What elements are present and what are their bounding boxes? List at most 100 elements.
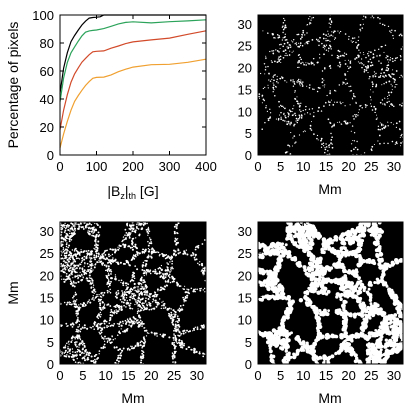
map-feature bbox=[344, 63, 347, 65]
map-feature bbox=[136, 254, 139, 256]
map-feature bbox=[122, 262, 125, 265]
map-feature bbox=[270, 244, 275, 248]
map-feature bbox=[380, 279, 385, 284]
map-feature bbox=[375, 85, 377, 88]
map-feature bbox=[77, 306, 80, 309]
map-feature bbox=[366, 334, 372, 340]
map-feature bbox=[271, 33, 274, 35]
map-feature bbox=[141, 227, 143, 229]
map-feature bbox=[73, 266, 75, 268]
map-feature bbox=[79, 268, 81, 270]
map-feature bbox=[390, 91, 393, 94]
map-feature bbox=[113, 251, 117, 254]
map-feature bbox=[142, 304, 145, 307]
map-feature bbox=[169, 317, 172, 320]
map-feature bbox=[330, 34, 332, 36]
map-feature bbox=[171, 313, 173, 316]
map-feature bbox=[172, 339, 175, 341]
map-feature bbox=[368, 75, 371, 78]
map-feature bbox=[306, 112, 309, 114]
map-feature bbox=[184, 298, 186, 300]
map-feature bbox=[110, 310, 113, 313]
map-feature bbox=[76, 330, 78, 332]
map-feature bbox=[185, 299, 187, 302]
map-feature bbox=[269, 80, 272, 82]
map-feature bbox=[107, 259, 110, 261]
map-background bbox=[258, 15, 403, 155]
map-feature bbox=[120, 309, 123, 311]
map-feature bbox=[376, 254, 380, 258]
map-feature bbox=[95, 229, 98, 232]
map-feature bbox=[264, 69, 267, 71]
map-feature bbox=[350, 40, 352, 42]
map-feature bbox=[387, 67, 390, 70]
map-feature bbox=[153, 300, 155, 302]
map-feature bbox=[305, 349, 310, 354]
map-feature bbox=[93, 323, 96, 326]
map-feature bbox=[278, 242, 282, 246]
map-feature bbox=[100, 322, 103, 325]
x-tick-label: 20 bbox=[144, 368, 158, 383]
map-feature bbox=[279, 346, 283, 350]
map-feature bbox=[336, 121, 338, 123]
map-feature bbox=[123, 281, 125, 283]
map-feature bbox=[121, 320, 124, 323]
map-feature bbox=[118, 348, 122, 351]
map-feature bbox=[172, 336, 175, 339]
map-feature bbox=[75, 257, 78, 259]
map-feature bbox=[90, 253, 93, 256]
map-feature bbox=[303, 63, 305, 66]
map-feature bbox=[370, 97, 372, 98]
map-feature bbox=[327, 50, 330, 52]
map-feature bbox=[126, 287, 129, 290]
map-feature bbox=[265, 107, 267, 109]
map-feature bbox=[303, 268, 307, 273]
map-feature bbox=[90, 256, 92, 259]
map-feature bbox=[280, 104, 282, 107]
map-feature bbox=[71, 267, 74, 269]
map-feature bbox=[74, 223, 76, 226]
x-axis-title: Mm bbox=[318, 390, 341, 406]
map-feature bbox=[382, 357, 387, 363]
map-feature bbox=[394, 57, 397, 60]
map-feature bbox=[306, 85, 308, 87]
map-feature bbox=[107, 253, 110, 256]
map-feature bbox=[357, 56, 360, 58]
map-feature bbox=[66, 264, 68, 267]
map-feature bbox=[108, 337, 110, 339]
map-feature bbox=[190, 348, 193, 351]
map-feature bbox=[297, 103, 299, 105]
map-feature bbox=[390, 320, 394, 324]
map-feature bbox=[81, 340, 84, 343]
map-feature bbox=[115, 261, 118, 264]
map-feature bbox=[151, 248, 153, 250]
map-feature bbox=[286, 230, 291, 235]
map-feature bbox=[70, 269, 72, 272]
y-tick-label: 20 bbox=[40, 268, 54, 283]
map-feature bbox=[266, 272, 270, 276]
map-frame bbox=[59, 221, 207, 365]
map-feature bbox=[141, 265, 144, 268]
map-feature bbox=[318, 106, 320, 109]
map-feature bbox=[138, 297, 141, 300]
map-feature bbox=[392, 73, 395, 76]
map-feature bbox=[141, 325, 143, 327]
map-feature bbox=[87, 231, 89, 233]
map-feature bbox=[288, 306, 294, 312]
map-feature bbox=[145, 269, 148, 271]
map-feature bbox=[101, 263, 104, 266]
map-feature bbox=[399, 334, 403, 338]
map-feature bbox=[400, 74, 402, 77]
map-feature bbox=[128, 245, 131, 247]
map-feature bbox=[138, 233, 141, 236]
map-feature bbox=[64, 268, 67, 271]
map-feature bbox=[281, 26, 284, 28]
map-feature bbox=[281, 253, 286, 258]
map-feature bbox=[338, 61, 341, 64]
map-feature bbox=[79, 330, 82, 333]
map-feature bbox=[357, 43, 360, 46]
map-feature bbox=[375, 343, 379, 347]
map-feature bbox=[128, 292, 131, 295]
map-feature bbox=[103, 304, 105, 306]
